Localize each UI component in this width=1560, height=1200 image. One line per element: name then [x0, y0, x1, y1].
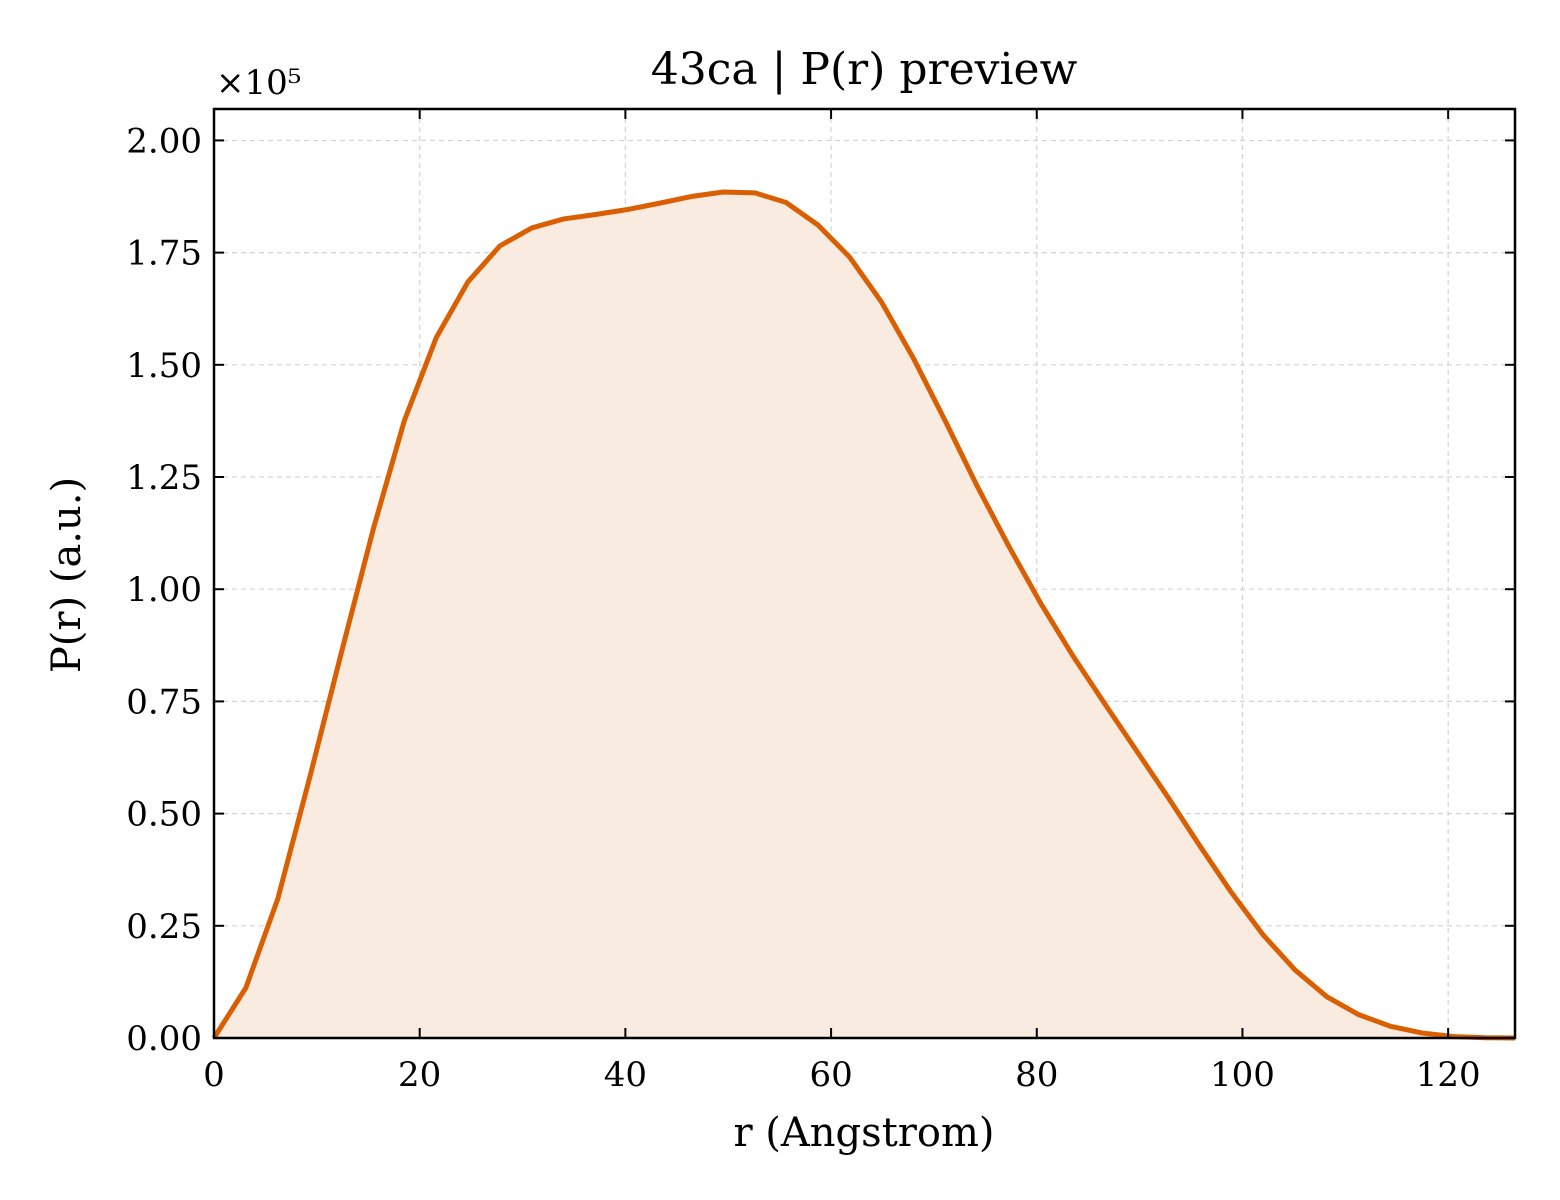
y-tick-label: 1.50 — [126, 346, 202, 386]
x-tick-label: 120 — [1416, 1055, 1481, 1095]
x-tick-label: 20 — [398, 1055, 441, 1095]
y-tick-label: 1.75 — [126, 234, 202, 274]
y-tick-label: 1.25 — [126, 458, 202, 498]
y-tick-label: 2.00 — [126, 121, 202, 161]
y-axis-label: P(r) (a.u.) — [44, 477, 90, 673]
y-tick-label: 0.75 — [126, 682, 202, 722]
x-tick-label: 0 — [203, 1055, 225, 1095]
series-line — [211, 189, 1516, 1041]
chart-title: 43ca | P(r) preview — [651, 44, 1078, 95]
y-tick-label: 0.25 — [126, 907, 202, 947]
x-tick-label: 60 — [809, 1055, 852, 1095]
area-fill — [214, 192, 1515, 1038]
x-axis: 0 20 40 60 80 100 120 — [203, 109, 1481, 1095]
y-axis: 0.00 0.25 0.50 0.75 1.00 1.25 1.50 1.75 2.00 — [126, 121, 1515, 1059]
y-tick-label: 0.00 — [126, 1019, 202, 1059]
y-scale-label: ×10⁵ — [216, 63, 301, 103]
x-tick-label: 40 — [604, 1055, 647, 1095]
y-tick-label: 0.50 — [126, 795, 202, 835]
x-tick-label: 100 — [1210, 1055, 1275, 1095]
x-axis-label: r (Angstrom) — [733, 1110, 994, 1156]
plot-frame — [212, 107, 1517, 1040]
y-tick-label: 1.00 — [126, 570, 202, 610]
x-tick-label: 80 — [1015, 1055, 1058, 1095]
